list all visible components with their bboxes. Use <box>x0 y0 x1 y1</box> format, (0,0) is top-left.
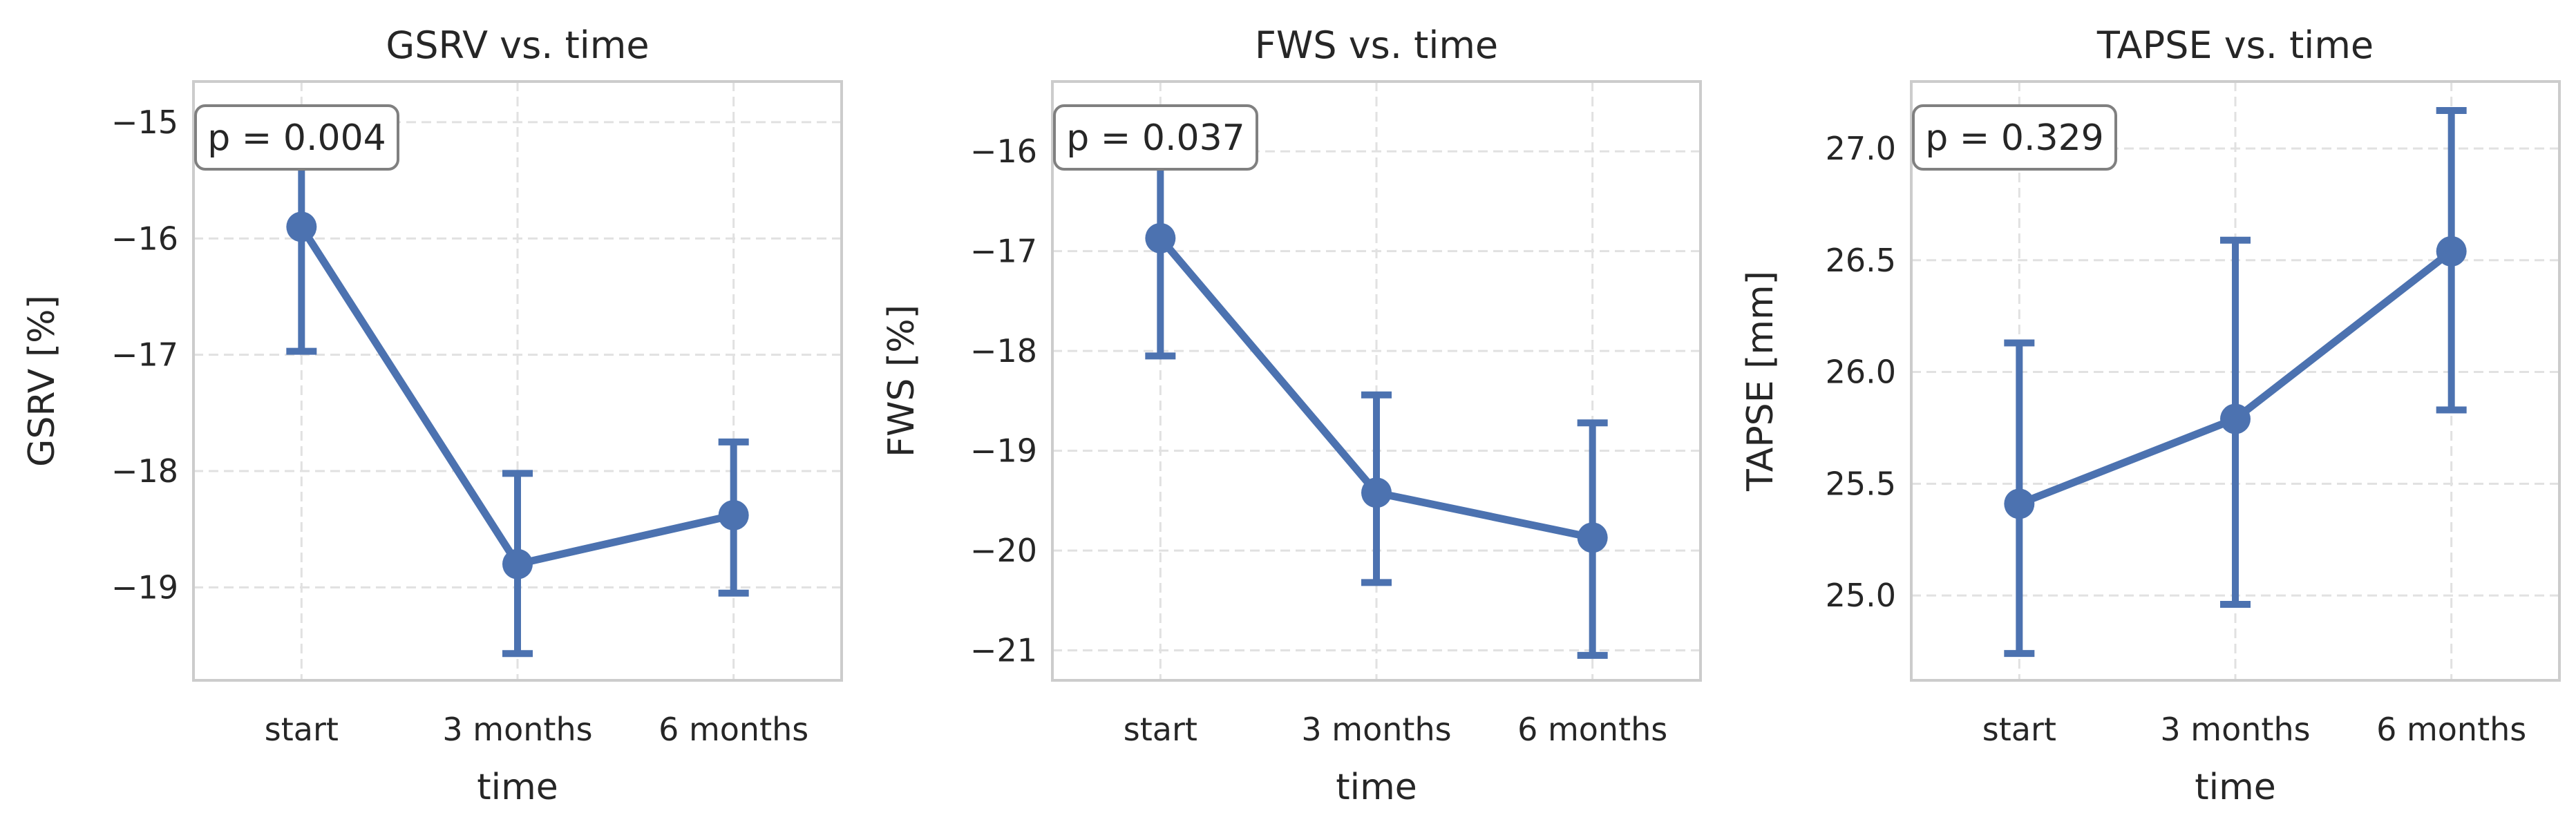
plot-frame <box>1051 80 1702 682</box>
p-value-label: p = 0.037 <box>1066 117 1245 159</box>
x-axis-label: time <box>1336 767 1417 808</box>
y-axis-label: FWS [%] <box>881 305 922 457</box>
y-tick-label: −17 <box>111 336 178 374</box>
x-tick-label: 6 months <box>1517 711 1667 748</box>
x-axis-label: time <box>477 767 558 808</box>
p-value-box <box>1053 104 1258 171</box>
plot-frame <box>192 80 843 682</box>
y-tick-label: −18 <box>970 332 1037 370</box>
y-tick-label: −15 <box>111 104 178 141</box>
p-value-box <box>1912 104 2117 171</box>
x-tick-label: start <box>1124 711 1197 748</box>
x-tick-label: start <box>265 711 339 748</box>
data-point <box>2436 236 2467 267</box>
x-tick-label: 6 months <box>2376 711 2526 748</box>
y-tick-label: −19 <box>111 568 178 606</box>
y-tick-label: 26.5 <box>1826 242 1896 279</box>
y-tick-label: 25.0 <box>1826 577 1896 614</box>
data-point <box>1577 522 1608 553</box>
data-point <box>2004 488 2035 519</box>
data-point <box>718 499 749 530</box>
data-point <box>2220 403 2251 434</box>
y-tick-label: −17 <box>970 233 1037 270</box>
data-point <box>286 211 317 242</box>
y-tick-label: 25.5 <box>1826 465 1896 502</box>
chart-title: TAPSE vs. time <box>2096 23 2374 67</box>
y-tick-label: 27.0 <box>1826 130 1896 167</box>
y-tick-label: −16 <box>970 133 1037 170</box>
y-tick-label: −20 <box>970 532 1037 569</box>
x-axis-label: time <box>2195 767 2275 808</box>
p-value-label: p = 0.004 <box>207 117 386 159</box>
p-value-label: p = 0.329 <box>1925 117 2104 159</box>
chart-panel-3: 25.0 25.5 26.0 26.5 27.0 start 3 months 6 month… <box>1740 23 2561 808</box>
data-point <box>502 548 533 579</box>
chart-panel-1: −15 −16 −17 −18 −19 start 3 months 6 months GSRV… <box>21 23 843 808</box>
chart-panel-2: −16 −17 −18 −19 −20 −21 start 3 months 6 months F… <box>881 23 1702 808</box>
data-point <box>1145 222 1176 253</box>
data-point <box>1361 477 1392 508</box>
chart-title: FWS vs. time <box>1255 23 1498 67</box>
x-tick-label: start <box>1982 711 2056 748</box>
y-tick-label: −16 <box>111 220 178 257</box>
y-tick-label: −18 <box>111 452 178 490</box>
y-tick-label: −21 <box>970 632 1037 669</box>
y-axis-label: GSRV [%] <box>21 295 63 467</box>
x-tick-label: 6 months <box>659 711 808 748</box>
x-tick-label: 3 months <box>2160 711 2310 748</box>
y-tick-label: 26.0 <box>1826 354 1896 391</box>
p-value-box <box>194 104 399 171</box>
chart-title: GSRV vs. time <box>386 23 649 67</box>
x-tick-label: 3 months <box>442 711 592 748</box>
y-tick-label: −19 <box>970 432 1037 470</box>
y-axis-label: TAPSE [mm] <box>1740 271 1781 492</box>
x-tick-label: 3 months <box>1301 711 1451 748</box>
plot-frame <box>1910 80 2561 682</box>
